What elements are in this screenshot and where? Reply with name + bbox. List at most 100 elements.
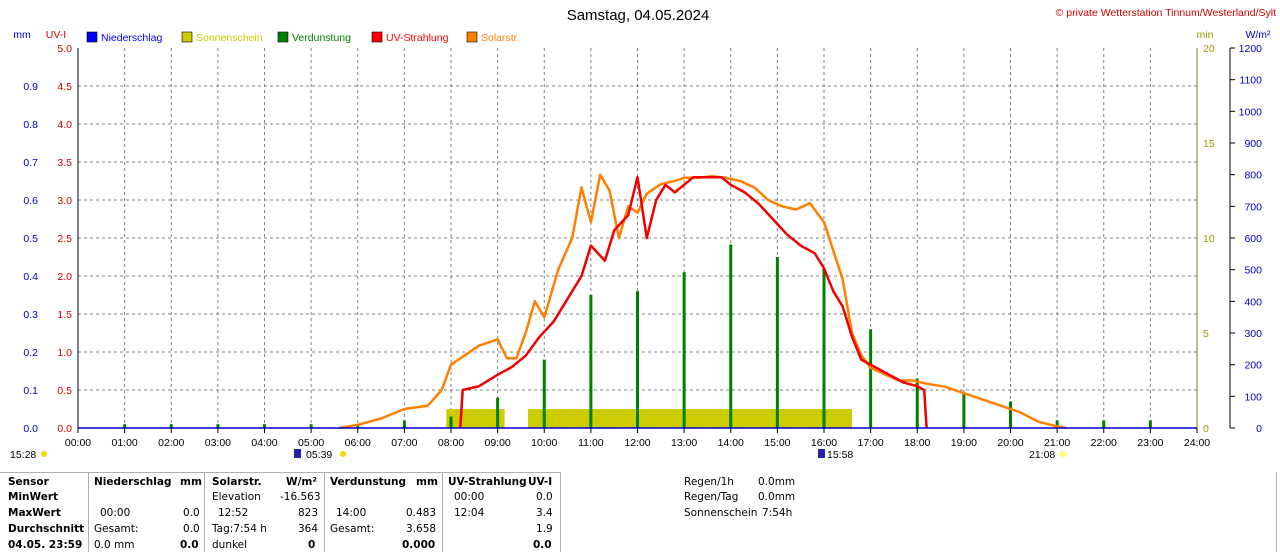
solar-last-val: 0 <box>308 539 316 551</box>
mm-tick-label-2: 0.2 <box>23 347 38 359</box>
min-label: MinWert <box>8 491 59 503</box>
x-tick-label-17: 17:00 <box>857 437 883 449</box>
legend-label-3: UV-Strahlung <box>386 32 449 44</box>
mm-tick-label-7: 0.7 <box>23 157 38 169</box>
sensor-header: Sensor <box>8 476 49 488</box>
uv-tick-label-4: 2.0 <box>57 271 72 283</box>
x-tick-label-7: 07:00 <box>391 437 417 449</box>
x-tick-label-23: 23:00 <box>1137 437 1163 449</box>
uv-max-time: 12:04 <box>454 507 485 519</box>
wm2-tick-label-6: 600 <box>1244 233 1262 245</box>
uv-max-val: 3.4 <box>536 507 553 519</box>
uv-tick-label-0: 0.0 <box>57 423 72 435</box>
uv-tick-label-8: 4.0 <box>57 119 72 131</box>
sun-icon-left <box>41 451 47 457</box>
evap-bar-15 <box>822 268 826 428</box>
legend-label-4: Solarstr. <box>481 32 520 44</box>
legend-swatch-4 <box>466 31 478 43</box>
evaporation-bars <box>123 244 1152 428</box>
mm-tick-label-0: 0.0 <box>23 423 38 435</box>
evap-bar-1 <box>169 424 173 428</box>
wm2-tick-label-5: 500 <box>1244 265 1262 277</box>
wm2-tick-label-10: 1000 <box>1239 106 1263 118</box>
rain-header: Niederschlag <box>94 476 172 488</box>
evap-bar-21 <box>1102 420 1106 428</box>
sun-markers: 15:28 05:39 15:58 21:08 <box>10 449 1066 461</box>
evap-bar-14 <box>775 257 779 428</box>
sunshine-val: 7:54h <box>762 507 793 519</box>
mm-tick-label-4: 0.4 <box>23 271 38 283</box>
uv-tick-label-5: 2.5 <box>57 233 72 245</box>
x-tick-label-0: 00:00 <box>65 437 91 449</box>
evap-max-val: 0.483 <box>406 507 437 519</box>
x-tick-label-24: 24:00 <box>1184 437 1210 449</box>
x-tick-label-11: 11:00 <box>578 437 604 449</box>
rain-day-label: Regen/Tag <box>684 491 739 503</box>
uv-last-val: 0.0 <box>533 539 552 551</box>
weather-chart: Samstag, 04.05.2024 © private Wetterstat… <box>10 7 1276 461</box>
unit-mm: mm <box>13 29 31 41</box>
solar-max-val: 823 <box>298 507 319 519</box>
evap-bar-22 <box>1148 420 1152 428</box>
evap-bar-6 <box>402 420 406 428</box>
mm-tick-label-9: 0.9 <box>23 81 38 93</box>
x-tick-label-22: 22:00 <box>1091 437 1117 449</box>
uv-unit: UV-I <box>528 476 553 488</box>
evap-unit: mm <box>416 476 438 488</box>
x-tick-label-3: 03:00 <box>205 437 231 449</box>
sunshine-label: Sonnenschein <box>684 507 758 519</box>
legend: Niederschlag Sonnenschein Verdunstung UV-St… <box>86 31 520 44</box>
min-tick-label-3: 15 <box>1203 138 1215 150</box>
avg-label: Durchschnitt <box>8 523 85 535</box>
x-tick-label-9: 09:00 <box>484 437 510 449</box>
x-tick-label-1: 01:00 <box>111 437 137 449</box>
uv-line <box>459 175 928 429</box>
evap-bar-17 <box>915 378 919 428</box>
rain-total-label: Gesamt: <box>94 523 139 535</box>
x-tick-label-5: 05:00 <box>298 437 324 449</box>
x-tick-label-8: 08:00 <box>438 437 464 449</box>
moon-time: 15:58 <box>827 449 853 461</box>
uv-min-time: 00:00 <box>454 491 485 503</box>
rain-last-val: 0.0 mm <box>94 539 135 551</box>
rain-day-val: 0.0mm <box>758 491 796 503</box>
sunset-time: 21:08 <box>1029 449 1055 461</box>
x-tick-label-20: 20:00 <box>997 437 1023 449</box>
evap-bar-11 <box>636 291 639 428</box>
unit-uv: UV-I <box>46 29 66 41</box>
solar-max-time: 12:52 <box>218 507 249 519</box>
x-tick-label-10: 10:00 <box>531 437 557 449</box>
rain-1h-label: Regen/1h <box>684 476 734 488</box>
x-tick-label-14: 14:00 <box>718 437 744 449</box>
sunshine-bar-1 <box>527 409 852 428</box>
evap-bar-0 <box>123 424 127 428</box>
evap-bar-10 <box>589 295 593 428</box>
rain-1h-val: 0.0mm <box>758 476 796 488</box>
uv-tick-label-7: 3.5 <box>57 157 72 169</box>
wm2-tick-label-1: 100 <box>1244 391 1262 403</box>
uv-tick-label-3: 1.5 <box>57 309 72 321</box>
sunrise-time: 05:39 <box>306 449 332 461</box>
solar-avg-val: 364 <box>298 523 319 535</box>
rain-max-val: 0.0 <box>183 507 200 519</box>
date-label: 04.05. 23:59 <box>8 539 83 551</box>
legend-label-1: Sonnenschein <box>196 32 263 44</box>
legend-swatch-1 <box>181 31 193 43</box>
mm-tick-label-1: 0.1 <box>23 385 38 397</box>
evap-header: Verdunstung <box>330 476 407 488</box>
evap-bar-20 <box>1055 420 1059 428</box>
x-tick-label-19: 19:00 <box>951 437 977 449</box>
legend-label-0: Niederschlag <box>101 32 162 44</box>
legend-swatch-0 <box>86 31 98 43</box>
statistics-table: Sensor MinWert MaxWert Durchschnitt 04.0… <box>0 472 1280 552</box>
wm2-tick-label-7: 700 <box>1244 201 1262 213</box>
evap-bar-4 <box>309 424 313 428</box>
evap-bar-9 <box>542 359 546 428</box>
solar-elev-val: -16.563 <box>280 491 321 503</box>
rain-total-val: 0.0 <box>183 523 200 535</box>
evap-bar-16 <box>869 329 873 428</box>
evap-bar-12 <box>682 272 686 428</box>
legend-swatch-3 <box>371 31 383 43</box>
evap-max-time: 14:00 <box>336 507 367 519</box>
evap-bar-13 <box>729 244 733 428</box>
